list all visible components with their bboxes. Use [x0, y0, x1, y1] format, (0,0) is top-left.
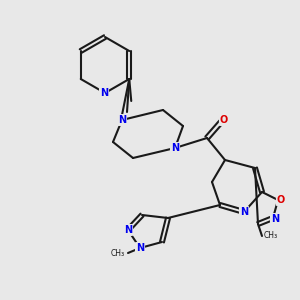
Text: O: O — [220, 115, 228, 125]
Text: CH₃: CH₃ — [111, 248, 125, 257]
Text: N: N — [240, 207, 248, 217]
Text: N: N — [171, 143, 179, 153]
Text: O: O — [277, 195, 285, 205]
Text: N: N — [100, 88, 108, 98]
Text: CH₃: CH₃ — [264, 232, 278, 241]
Text: N: N — [124, 225, 132, 235]
Text: N: N — [136, 243, 144, 253]
Text: N: N — [118, 115, 126, 125]
Text: N: N — [271, 214, 279, 224]
